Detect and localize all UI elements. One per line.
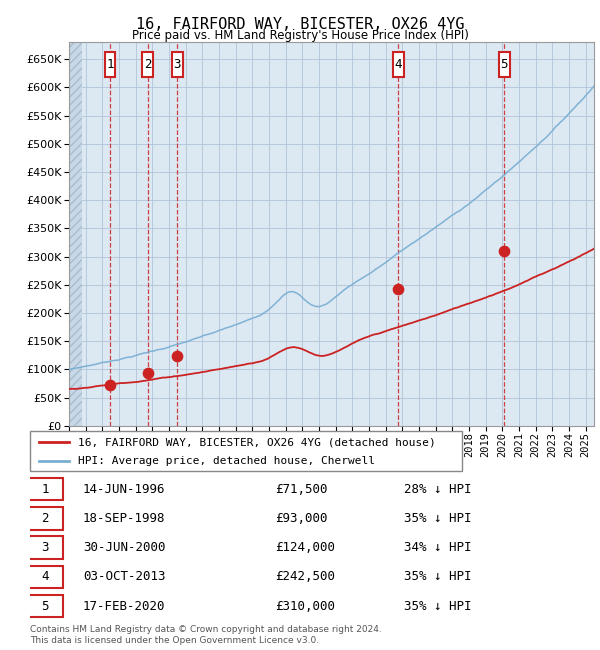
- Point: [105, 380, 115, 391]
- Text: 35% ↓ HPI: 35% ↓ HPI: [404, 512, 472, 525]
- Text: £93,000: £93,000: [275, 512, 328, 525]
- Text: 35% ↓ HPI: 35% ↓ HPI: [404, 571, 472, 584]
- FancyBboxPatch shape: [104, 52, 115, 77]
- Text: 3: 3: [41, 541, 49, 554]
- Bar: [69, 42, 82, 426]
- Text: 3: 3: [173, 58, 181, 72]
- Point: [173, 350, 182, 361]
- Text: 35% ↓ HPI: 35% ↓ HPI: [404, 599, 472, 612]
- Text: 16, FAIRFORD WAY, BICESTER, OX26 4YG: 16, FAIRFORD WAY, BICESTER, OX26 4YG: [136, 17, 464, 32]
- Text: 2: 2: [41, 512, 49, 525]
- Text: 4: 4: [394, 58, 402, 72]
- Text: Contains HM Land Registry data © Crown copyright and database right 2024.
This d: Contains HM Land Registry data © Crown c…: [30, 625, 382, 645]
- Text: £242,500: £242,500: [275, 571, 335, 584]
- FancyBboxPatch shape: [27, 507, 64, 530]
- Text: 17-FEB-2020: 17-FEB-2020: [83, 599, 166, 612]
- Text: 16, FAIRFORD WAY, BICESTER, OX26 4YG (detached house): 16, FAIRFORD WAY, BICESTER, OX26 4YG (de…: [77, 437, 435, 447]
- Text: 34% ↓ HPI: 34% ↓ HPI: [404, 541, 472, 554]
- Text: Price paid vs. HM Land Registry's House Price Index (HPI): Price paid vs. HM Land Registry's House …: [131, 29, 469, 42]
- FancyBboxPatch shape: [27, 536, 64, 559]
- FancyBboxPatch shape: [27, 478, 64, 500]
- Text: £310,000: £310,000: [275, 599, 335, 612]
- Point: [500, 246, 509, 256]
- FancyBboxPatch shape: [499, 52, 509, 77]
- Text: 1: 1: [106, 58, 113, 72]
- FancyBboxPatch shape: [27, 566, 64, 588]
- Text: 4: 4: [41, 571, 49, 584]
- Point: [394, 284, 403, 294]
- Text: 03-OCT-2013: 03-OCT-2013: [83, 571, 166, 584]
- Text: £71,500: £71,500: [275, 482, 328, 495]
- FancyBboxPatch shape: [30, 431, 462, 471]
- FancyBboxPatch shape: [172, 52, 182, 77]
- Text: 30-JUN-2000: 30-JUN-2000: [83, 541, 166, 554]
- Text: 14-JUN-1996: 14-JUN-1996: [83, 482, 166, 495]
- Text: HPI: Average price, detached house, Cherwell: HPI: Average price, detached house, Cher…: [77, 456, 374, 466]
- Text: £124,000: £124,000: [275, 541, 335, 554]
- FancyBboxPatch shape: [27, 595, 64, 618]
- Point: [143, 368, 152, 378]
- Text: 28% ↓ HPI: 28% ↓ HPI: [404, 482, 472, 495]
- FancyBboxPatch shape: [142, 52, 153, 77]
- Text: 2: 2: [144, 58, 151, 72]
- FancyBboxPatch shape: [393, 52, 404, 77]
- Text: 1: 1: [41, 482, 49, 495]
- Text: 5: 5: [500, 58, 508, 72]
- Text: 18-SEP-1998: 18-SEP-1998: [83, 512, 166, 525]
- Text: 5: 5: [41, 599, 49, 612]
